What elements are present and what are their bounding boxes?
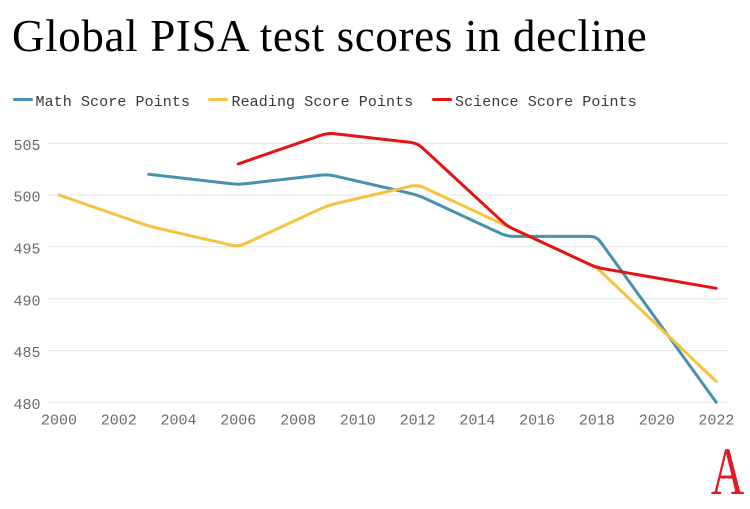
svg-text:490: 490 xyxy=(13,293,40,310)
svg-text:2008: 2008 xyxy=(280,413,316,430)
svg-text:2018: 2018 xyxy=(579,413,615,430)
svg-text:2000: 2000 xyxy=(41,413,77,430)
svg-text:2020: 2020 xyxy=(639,413,675,430)
svg-text:2012: 2012 xyxy=(400,413,436,430)
svg-text:480: 480 xyxy=(13,397,40,414)
svg-text:505: 505 xyxy=(13,138,40,155)
svg-text:2014: 2014 xyxy=(459,413,495,430)
svg-text:485: 485 xyxy=(13,345,40,362)
svg-text:2002: 2002 xyxy=(101,413,137,430)
svg-text:2022: 2022 xyxy=(698,413,734,430)
svg-text:2010: 2010 xyxy=(340,413,376,430)
svg-text:2004: 2004 xyxy=(160,413,196,430)
svg-text:495: 495 xyxy=(13,241,40,258)
svg-text:2016: 2016 xyxy=(519,413,555,430)
svg-text:500: 500 xyxy=(13,190,40,207)
svg-text:2006: 2006 xyxy=(220,413,256,430)
